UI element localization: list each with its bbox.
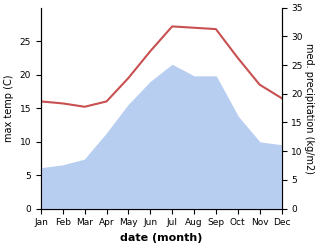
- Y-axis label: max temp (C): max temp (C): [4, 74, 14, 142]
- X-axis label: date (month): date (month): [120, 233, 203, 243]
- Y-axis label: med. precipitation (kg/m2): med. precipitation (kg/m2): [304, 43, 314, 174]
